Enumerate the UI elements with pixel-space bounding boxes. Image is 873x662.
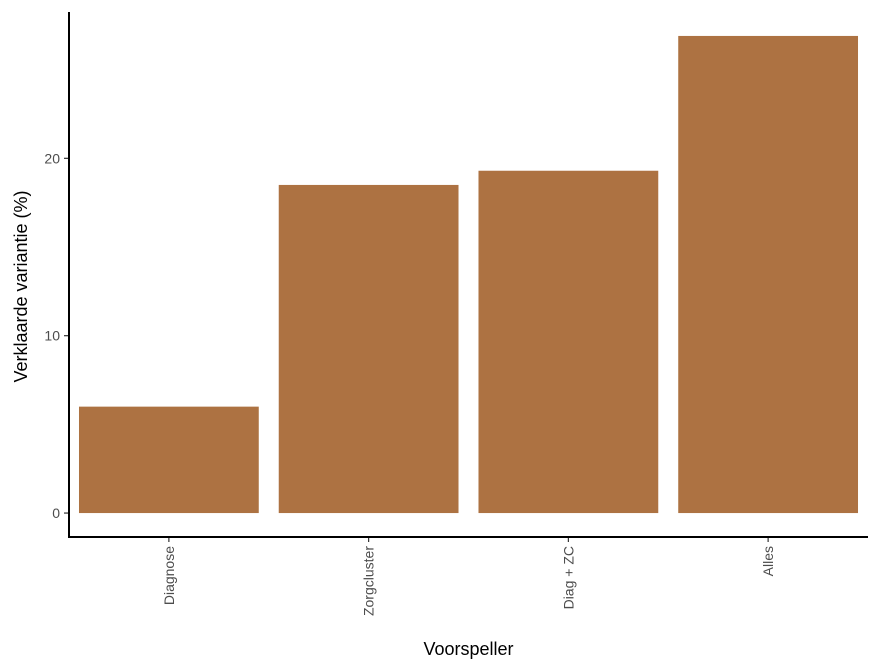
bar-alles	[678, 35, 859, 514]
y-tick-label: 20	[44, 150, 60, 166]
x-tick-label: Diagnose	[161, 546, 177, 605]
y-ticks-group: 0 10 20	[44, 150, 69, 521]
bar-diag-zc	[478, 170, 659, 514]
x-tick-label: Zorgcluster	[361, 546, 377, 616]
bars-group	[78, 35, 859, 514]
y-axis-title: Verklaarde variantie (%)	[11, 190, 31, 382]
y-tick-label: 0	[52, 505, 60, 521]
bar-zorgcluster	[278, 184, 459, 514]
x-ticks-group: Diagnose Zorgcluster Diag + ZC Alles	[161, 537, 776, 616]
x-tick-label: Diag + ZC	[560, 546, 576, 609]
x-axis-title: Voorspeller	[423, 639, 513, 659]
bar-diagnose	[78, 406, 259, 514]
x-tick-label: Alles	[760, 546, 776, 576]
y-tick-label: 10	[44, 328, 60, 344]
